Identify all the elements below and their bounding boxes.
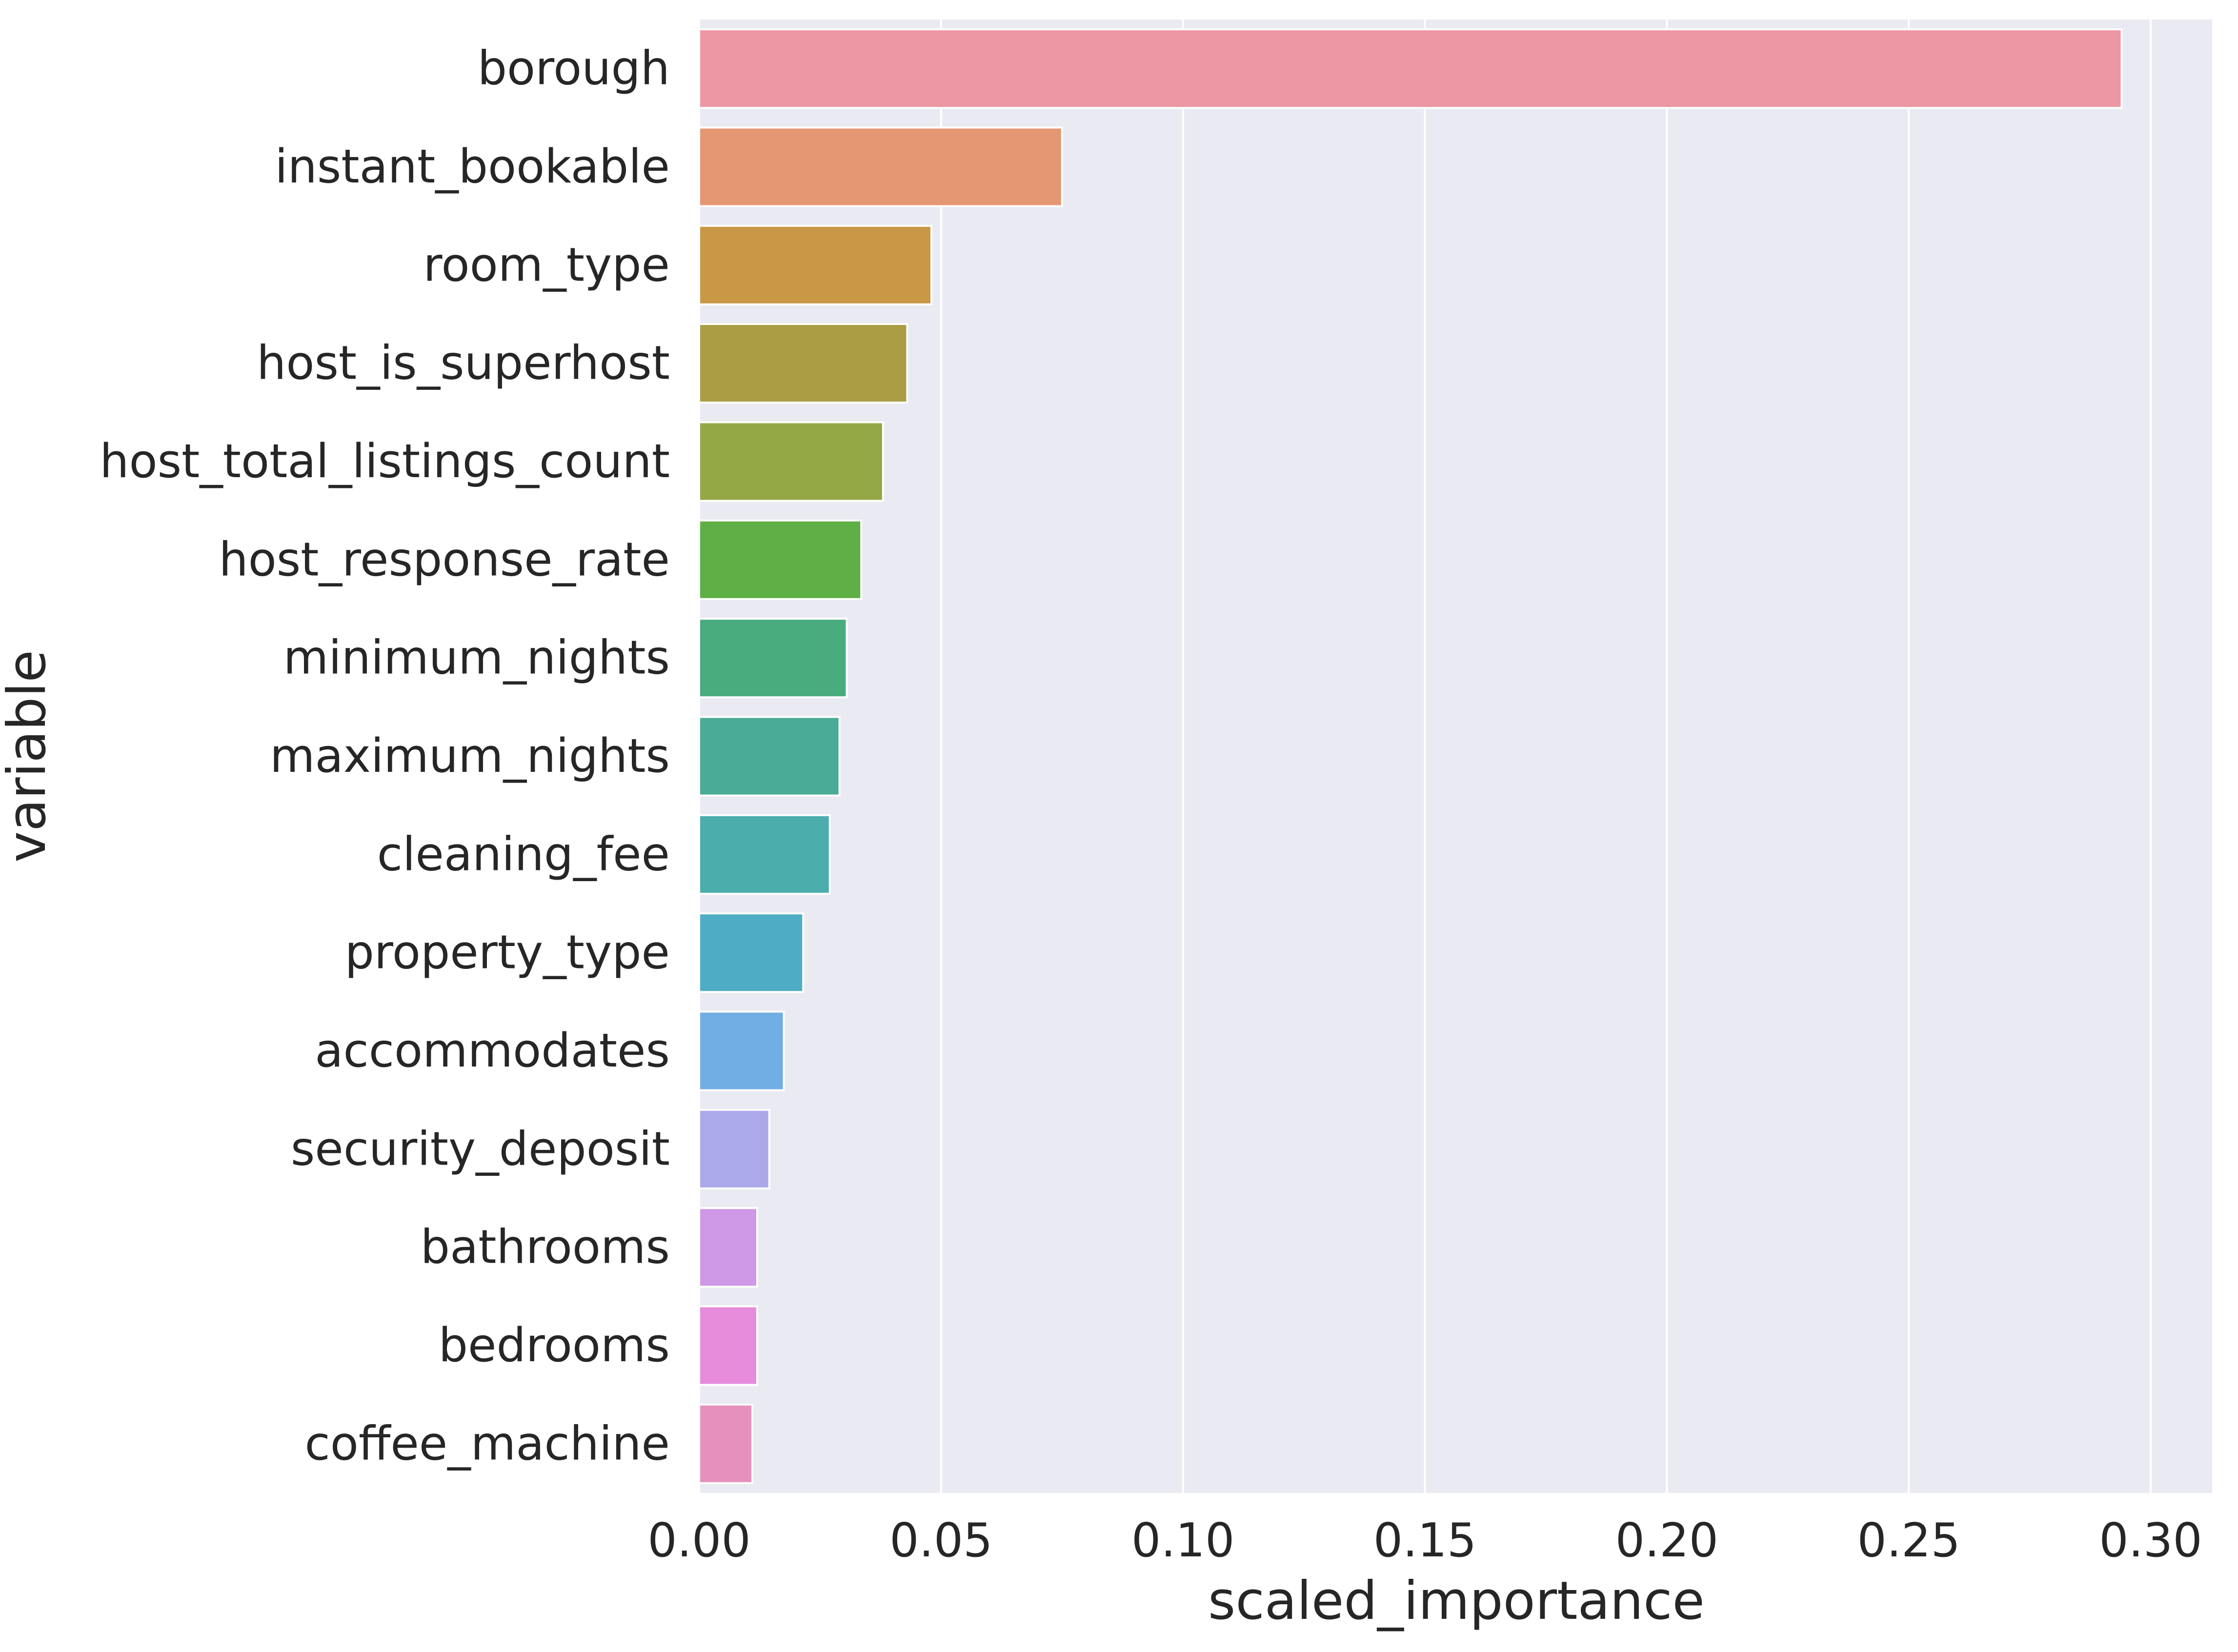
bar-host-total-listings-count — [698, 421, 884, 502]
x-tick-label: 0.00 — [647, 1514, 751, 1568]
x-tick-label: 0.10 — [1131, 1514, 1235, 1568]
bar-host-response-rate — [698, 519, 863, 600]
bar-cleaning-fee — [698, 814, 831, 895]
y-axis-title: variable — [0, 650, 58, 863]
x-tick-label: 0.25 — [1857, 1514, 1960, 1568]
x-tick-label: 0.15 — [1373, 1514, 1477, 1568]
bar-maximum-nights — [698, 716, 841, 797]
y-tick-label: accommodates — [315, 1024, 670, 1078]
plot-area — [699, 20, 2212, 1493]
y-tick-label: security_deposit — [291, 1122, 670, 1176]
bar-bathrooms — [698, 1207, 758, 1288]
y-tick-label: bathrooms — [421, 1221, 670, 1274]
bar-bedrooms — [698, 1305, 758, 1386]
x-tick-label: 0.30 — [2099, 1514, 2202, 1568]
y-tick-label: bedrooms — [439, 1319, 670, 1372]
y-tick-labels: borough instant_bookable room_type host_is_… — [100, 42, 670, 1471]
x-axis-title: scaled_importance — [1208, 1571, 1705, 1632]
bars — [698, 28, 2123, 1484]
y-tick-label: borough — [478, 42, 670, 96]
y-tick-label: minimum_nights — [283, 631, 670, 685]
bar-instant-bookable — [698, 126, 1063, 207]
bar-accommodates — [698, 1010, 785, 1091]
x-tick-label: 0.05 — [889, 1514, 993, 1568]
y-tick-label: cleaning_fee — [377, 827, 670, 881]
y-tick-label: host_is_superhost — [257, 337, 670, 390]
bar-security-deposit — [698, 1108, 770, 1189]
y-tick-label: host_response_rate — [219, 533, 670, 586]
y-tick-label: room_type — [423, 238, 670, 292]
x-tick-labels: 0.00 0.05 0.10 0.15 0.20 0.25 0.30 — [647, 1514, 2202, 1568]
y-tick-label: host_total_listings_count — [100, 435, 670, 488]
y-tick-label: coffee_machine — [305, 1417, 670, 1471]
bar-host-is-superhost — [698, 323, 908, 404]
x-tick-label: 0.20 — [1615, 1514, 1719, 1568]
bar-room-type — [698, 224, 932, 305]
bar-property-type — [698, 912, 805, 993]
y-tick-label: property_type — [345, 926, 670, 980]
bar-minimum-nights — [698, 618, 848, 699]
bar-borough — [698, 28, 2123, 109]
bar-coffee-machine — [698, 1403, 754, 1484]
y-tick-label: maximum_nights — [270, 729, 670, 783]
y-tick-label: instant_bookable — [275, 140, 670, 194]
